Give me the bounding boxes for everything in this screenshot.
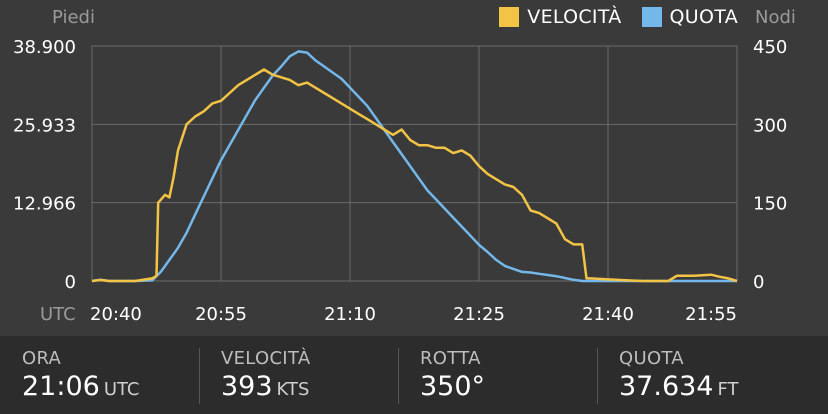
- info-heading-value-row: 350°: [420, 371, 597, 402]
- info-speed-value: 393: [221, 371, 273, 402]
- info-speed-unit: KTS: [276, 379, 310, 400]
- info-altitude-value: 37.634: [619, 371, 714, 402]
- info-altitude-label: QUOTA: [619, 348, 684, 369]
- info-heading-value: 350°: [420, 371, 486, 402]
- x-tick-label: 20:40: [90, 304, 142, 325]
- x-tick-label: 20:55: [195, 304, 247, 325]
- chart-legend: VELOCITÀ QUOTA: [499, 6, 738, 28]
- left-tick-label: 0: [65, 272, 76, 293]
- speed-line: [91, 68, 738, 283]
- info-time-label: ORA: [22, 348, 62, 369]
- info-speed: VELOCITÀ 393 KTS: [199, 336, 398, 414]
- left-tick-label: 25.933: [13, 115, 76, 136]
- flight-chart: 38.900 450 25.933 300 12.966 150 0 0 20:40 20:55 2…: [13, 6, 796, 325]
- info-time-unit: UTC: [103, 379, 140, 400]
- legend-swatch-speed: [499, 7, 520, 27]
- x-tick-label: 21:10: [324, 304, 376, 325]
- x-axis-prefix: UTC: [40, 304, 76, 325]
- x-tick-label: 21:25: [453, 304, 505, 325]
- legend-label-speed: VELOCITÀ: [527, 6, 622, 28]
- altitude-line: [91, 50, 737, 283]
- info-time-value: 21:06: [22, 371, 100, 402]
- right-tick-label: 0: [753, 272, 764, 293]
- left-axis-title: Piedi: [52, 7, 95, 28]
- flight-info-bar: ORA 21:06 UTC VELOCITÀ 393 KTS ROTTA 350° …: [0, 336, 828, 414]
- x-tick-label: 21:40: [582, 304, 634, 325]
- left-tick-label: 38.900: [13, 37, 76, 58]
- info-altitude: QUOTA 37.634 FT: [597, 336, 796, 414]
- info-heading: ROTTA 350°: [398, 336, 597, 414]
- info-heading-label: ROTTA: [420, 348, 481, 369]
- left-tick-label: 12.966: [13, 194, 76, 215]
- info-altitude-unit: FT: [717, 379, 739, 400]
- info-speed-value-row: 393 KTS: [221, 371, 398, 402]
- legend-item-altitude[interactable]: QUOTA: [641, 6, 738, 28]
- chart-plot: 38.900 450 25.933 300 12.966 150 0 0 20:40 20:55 2…: [13, 7, 796, 325]
- legend-item-speed[interactable]: VELOCITÀ: [499, 6, 621, 28]
- right-tick-label: 150: [753, 194, 787, 215]
- info-speed-label: VELOCITÀ: [221, 348, 311, 369]
- right-tick-label: 450: [753, 37, 787, 58]
- info-time: ORA 21:06 UTC: [0, 336, 199, 414]
- info-time-value-row: 21:06 UTC: [22, 371, 199, 402]
- x-tick-label: 21:55: [685, 304, 737, 325]
- right-tick-label: 300: [753, 115, 787, 136]
- legend-label-altitude: QUOTA: [669, 6, 738, 28]
- legend-swatch-altitude: [641, 7, 662, 27]
- plot-frame: [91, 45, 738, 282]
- right-axis-title: Nodi: [755, 7, 796, 28]
- info-altitude-value-row: 37.634 FT: [619, 371, 796, 402]
